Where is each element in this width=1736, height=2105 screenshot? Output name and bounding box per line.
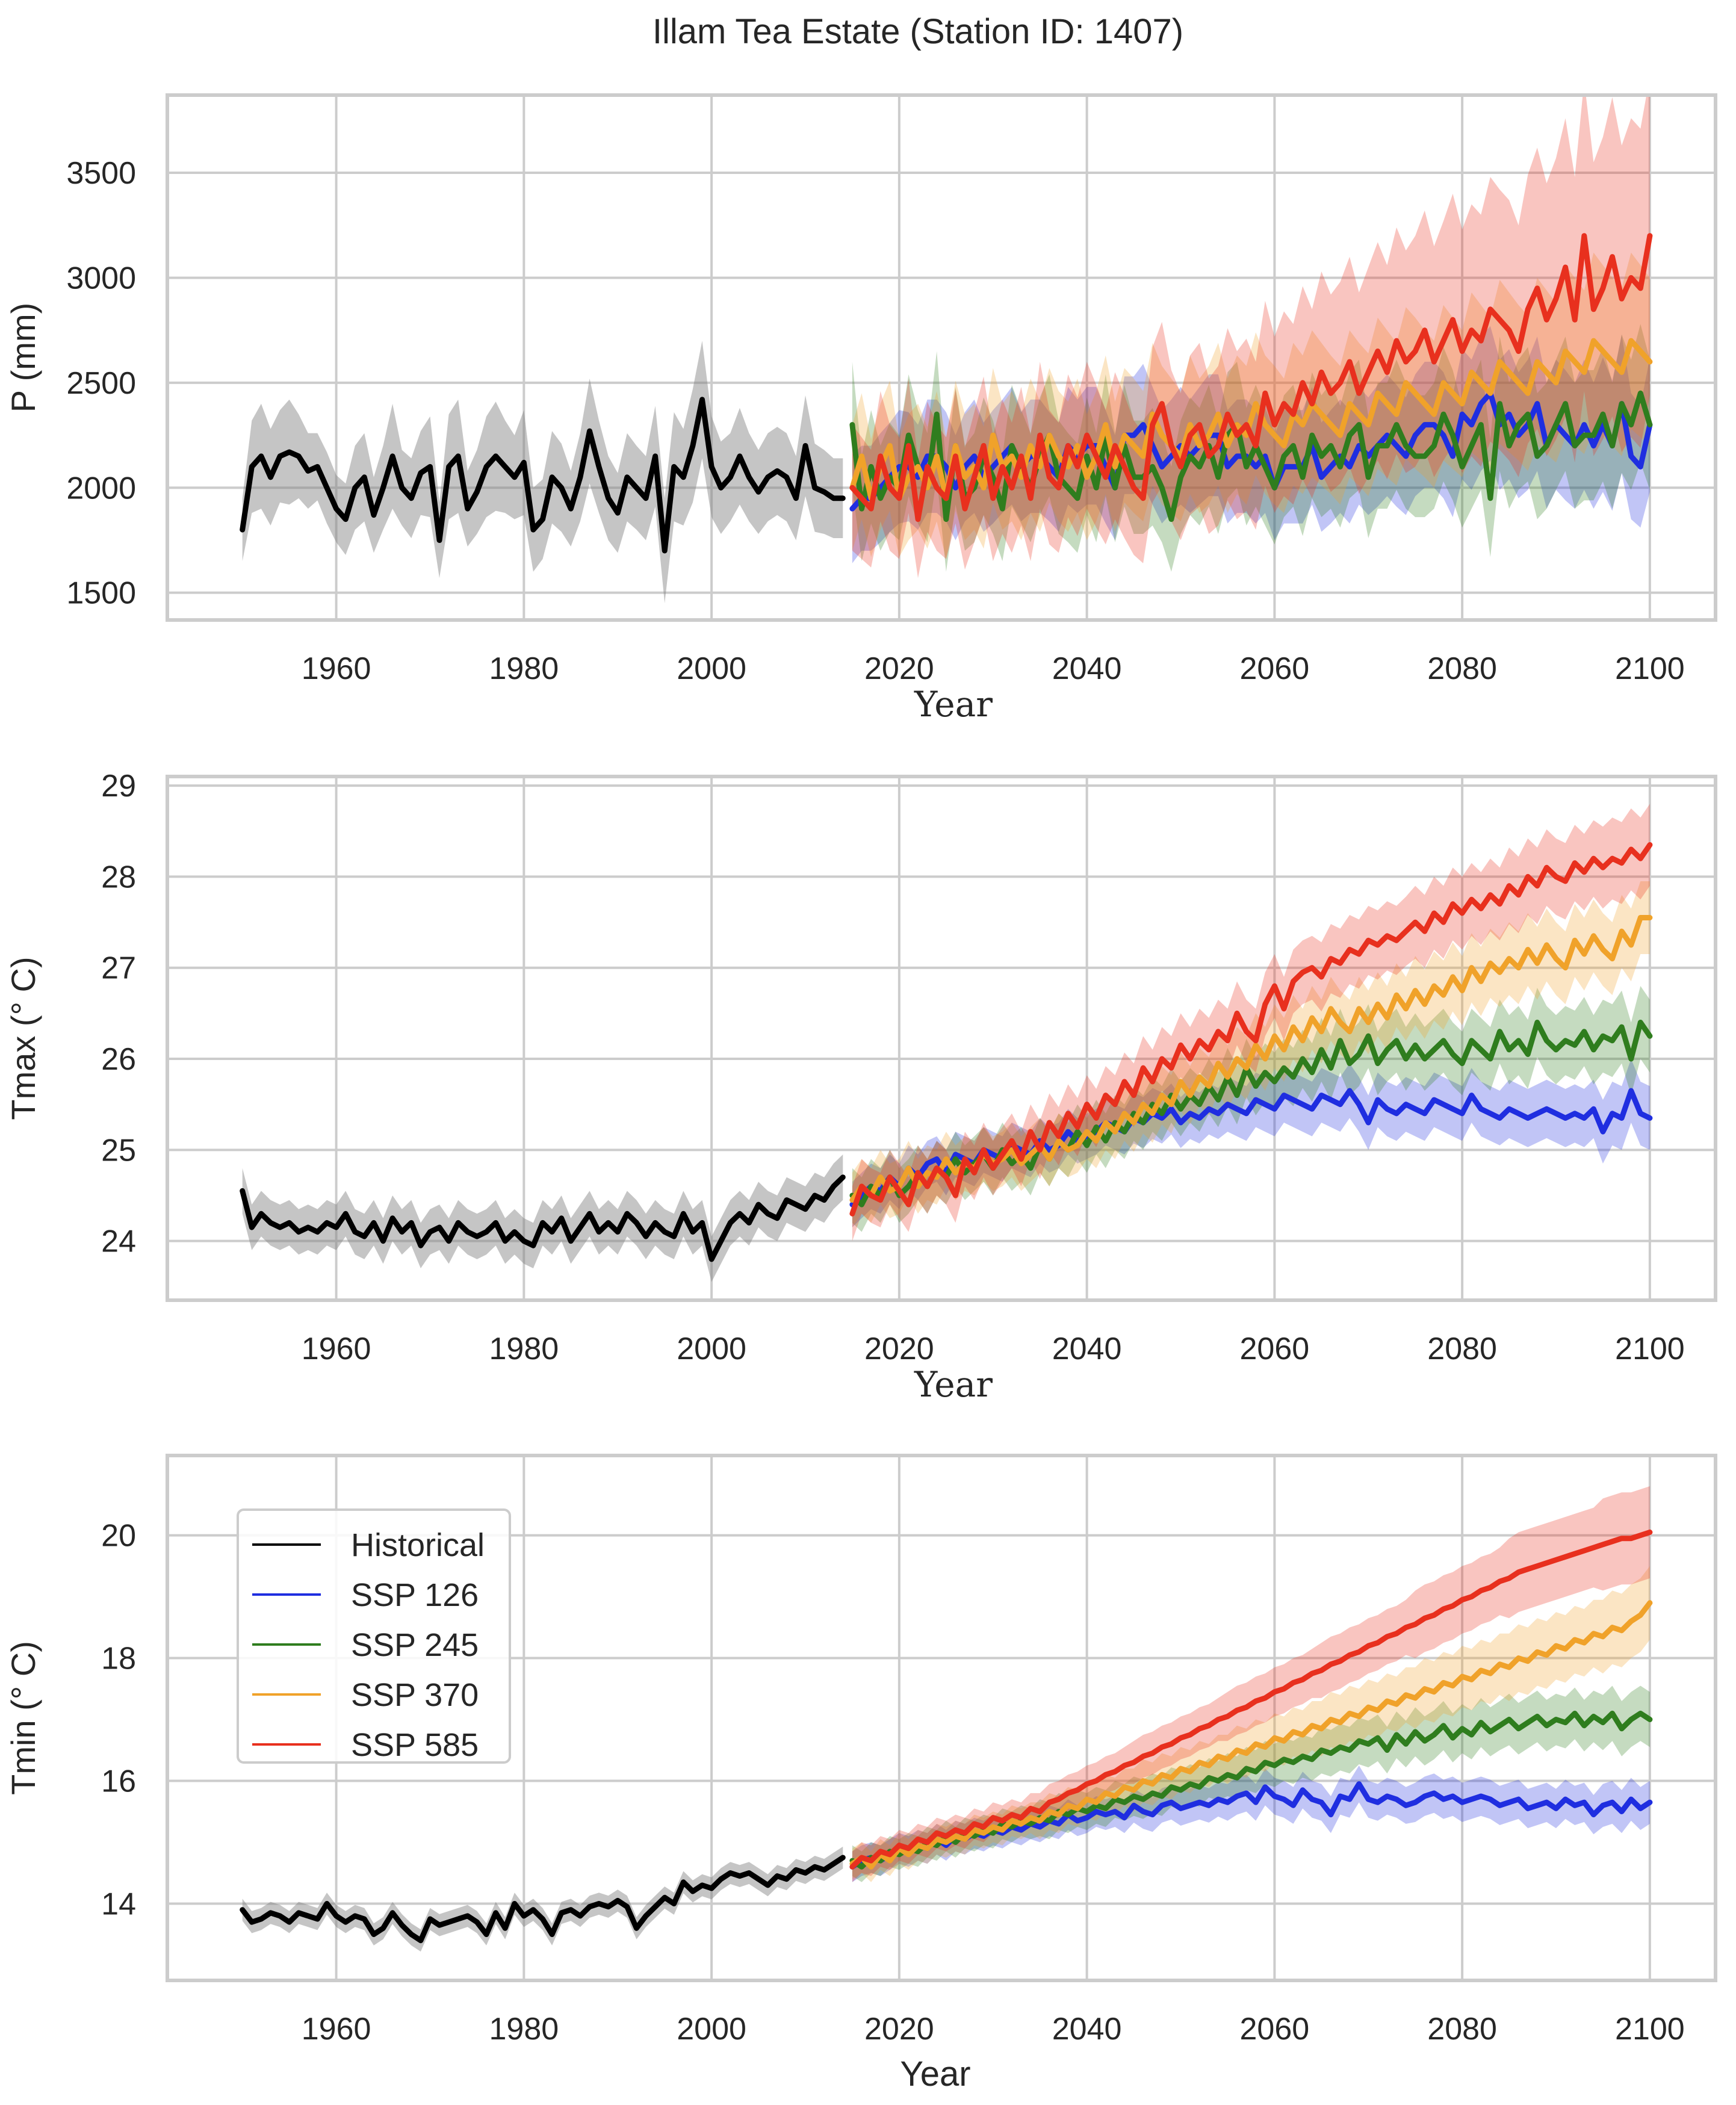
x-axis-label: Year xyxy=(914,1364,993,1405)
axes-frame-tmin xyxy=(166,1454,1717,1982)
x-axis-label: Year xyxy=(900,2054,970,2094)
series-line-ssp-585 xyxy=(849,233,1653,522)
y-tick-label: 29 xyxy=(101,769,136,804)
lines-precipitation xyxy=(240,233,1653,554)
series-line-ssp-370 xyxy=(849,1600,1653,1870)
x-tick-label: 1980 xyxy=(489,1332,559,1366)
band-ssp-126 xyxy=(852,1059,1650,1227)
x-tick-label: 1960 xyxy=(302,2012,371,2047)
axes-frame-tmax xyxy=(166,775,1717,1302)
x-tick-label: 2060 xyxy=(1240,651,1310,686)
x-tick-label: 2000 xyxy=(677,651,746,686)
x-tick-label: 2060 xyxy=(1240,1332,1310,1366)
x-axis-label: Year xyxy=(914,684,993,725)
series-line-historical xyxy=(240,1174,846,1262)
y-axis-label: Tmax (° C) xyxy=(4,956,42,1120)
series-line-historical xyxy=(240,1855,846,1944)
panel-precipitation: 1960 1980 2000 2020 2040 2060 2080 2100 1500 2000… xyxy=(4,93,1717,725)
y-tick-label: 25 xyxy=(101,1133,136,1168)
y-tick-label: 18 xyxy=(101,1642,136,1676)
band-historical xyxy=(242,341,843,604)
lines-tmax xyxy=(240,842,1653,1262)
panel-tmin: 1960 1980 2000 2020 2040 2060 2080 2100 14 16 18 20… xyxy=(4,1454,1717,2094)
x-tick-label: 2020 xyxy=(864,651,934,686)
legend-label-historical: Historical xyxy=(351,1527,485,1563)
x-tick-label: 2040 xyxy=(1052,2012,1122,2047)
legend-frame xyxy=(237,1508,511,1764)
x-tick-label: 2100 xyxy=(1615,1332,1685,1366)
x-tick-label: 2000 xyxy=(677,1332,746,1366)
x-tick-label: 1960 xyxy=(302,1332,371,1366)
y-tick-label: 28 xyxy=(101,860,136,894)
x-tick-label: 1980 xyxy=(489,651,559,686)
legend-label-ssp-245: SSP 245 xyxy=(351,1627,479,1663)
y-tick-label: 26 xyxy=(101,1042,136,1077)
y-tick-label: 20 xyxy=(101,1519,136,1554)
y-tick-label: 24 xyxy=(101,1224,136,1259)
lines-tmin xyxy=(240,1530,1653,1944)
series-line-ssp-370 xyxy=(849,338,1653,501)
band-ssp-585 xyxy=(852,1486,1650,1882)
y-tick-label: 2500 xyxy=(66,366,136,401)
x-tick-label: 1960 xyxy=(302,651,371,686)
band-ssp-126 xyxy=(852,326,1650,563)
gridlines-precipitation xyxy=(167,95,1716,620)
y-tick-label: 1500 xyxy=(66,576,136,611)
x-tick-label: 2080 xyxy=(1427,2012,1497,2047)
x-tick-label: 2100 xyxy=(1615,2012,1685,2047)
y-axis-label: Tmin (° C) xyxy=(4,1641,42,1795)
x-tick-label: 2080 xyxy=(1427,1332,1497,1366)
y-tick-label: 27 xyxy=(101,951,136,986)
figure-title: Illam Tea Estate (Station ID: 1407) xyxy=(653,12,1183,51)
x-tick-label: 2040 xyxy=(1052,1332,1122,1366)
x-tick-label: 2020 xyxy=(864,2012,934,2047)
legend-label-ssp-126: SSP 126 xyxy=(351,1577,479,1613)
x-tick-label: 2080 xyxy=(1427,651,1497,686)
series-line-ssp-585 xyxy=(849,842,1653,1217)
y-tick-label: 2000 xyxy=(66,471,136,506)
legend-label-ssp-585: SSP 585 xyxy=(351,1727,479,1763)
series-line-ssp-585 xyxy=(849,1530,1653,1870)
plot-area-precipitation xyxy=(167,95,1716,620)
y-tick-label: 3500 xyxy=(66,156,136,191)
band-historical xyxy=(242,1154,843,1282)
x-tick-label: 2060 xyxy=(1240,2012,1310,2047)
series-line-historical xyxy=(240,397,846,554)
y-axis-label: P (mm) xyxy=(4,303,42,413)
axes-frame-precipitation xyxy=(166,93,1717,622)
y-tick-label: 3000 xyxy=(66,261,136,296)
x-tick-label: 2040 xyxy=(1052,651,1122,686)
legend: Historical SSP 126 SSP 245 SSP 370 SSP 585 xyxy=(237,1508,511,1764)
x-tick-label: 2100 xyxy=(1615,651,1685,686)
plot-area-tmax xyxy=(167,777,1716,1300)
panel-tmax: 1960 1980 2000 2020 2040 2060 2080 2100 24 25 26 27… xyxy=(4,769,1717,1405)
x-tick-label: 2000 xyxy=(677,2012,746,2047)
x-tick-label: 1980 xyxy=(489,2012,559,2047)
band-ssp-245 xyxy=(852,324,1650,572)
gridlines-tmax xyxy=(167,777,1716,1300)
y-tick-label: 16 xyxy=(101,1764,136,1799)
y-tick-label: 14 xyxy=(101,1887,136,1922)
x-tick-label: 2020 xyxy=(864,1332,934,1366)
legend-label-ssp-370: SSP 370 xyxy=(351,1677,479,1713)
